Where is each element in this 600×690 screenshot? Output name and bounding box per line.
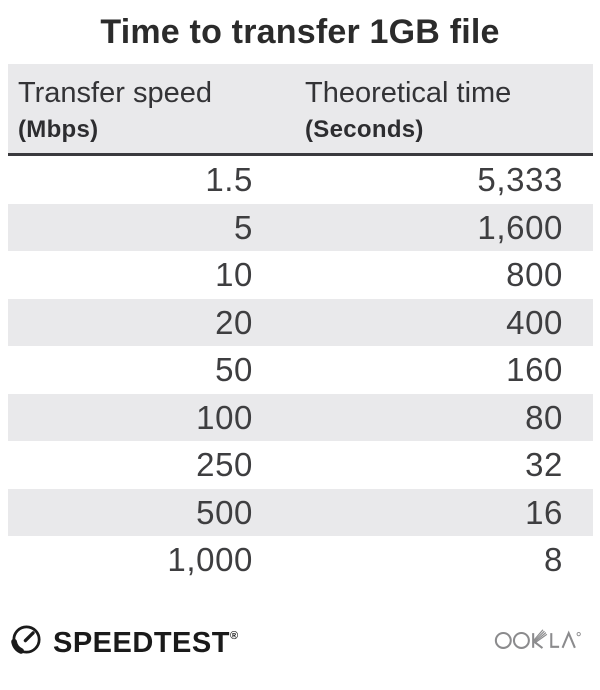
table-header-time: Theoretical time (Seconds) (283, 64, 593, 153)
time-value: 5,333 (477, 161, 563, 198)
speed-value: 20 (215, 303, 253, 341)
speed-value: 1.5 (205, 161, 253, 198)
page-title: Time to transfer 1GB file (100, 13, 500, 51)
time-value: 16 (525, 493, 563, 531)
table-row: 500 16 (8, 488, 593, 536)
time-value: 32 (525, 446, 563, 483)
time-value: 800 (506, 256, 563, 293)
speed-column-unit: (Mbps) (18, 116, 99, 143)
ookla-wordmark-icon (494, 626, 588, 652)
table-row: 250 32 (8, 441, 593, 489)
table-row: 1.5 5,333 (8, 156, 593, 204)
table-header-speed: Transfer speed (Mbps) (8, 64, 283, 153)
speed-value: 10 (215, 256, 253, 293)
speedtest-logo: SPEEDTEST® (10, 620, 239, 659)
time-value: 400 (506, 303, 563, 341)
table-header-row: Transfer speed (Mbps) Theoretical time (… (8, 64, 593, 156)
table-body: 1.5 5,333 5 1,600 10 800 20 400 50 160 1… (8, 156, 593, 584)
table-row: 1,000 8 (8, 536, 593, 584)
time-column-unit: (Seconds) (305, 116, 424, 143)
speed-value: 100 (196, 398, 253, 436)
time-value: 1,600 (477, 208, 563, 246)
speed-column-label: Transfer speed (18, 77, 212, 109)
ookla-logo (494, 626, 588, 652)
speed-value: 250 (196, 446, 253, 483)
table-row: 5 1,600 (8, 203, 593, 251)
table-row: 100 80 (8, 393, 593, 441)
registered-trademark-icon: ® (229, 629, 239, 642)
table-row: 50 160 (8, 346, 593, 394)
speed-value: 500 (196, 493, 253, 531)
time-value: 80 (525, 398, 563, 436)
footer: SPEEDTEST® (10, 620, 588, 659)
transfer-time-table: Transfer speed (Mbps) Theoretical time (… (8, 64, 593, 584)
speed-value: 50 (215, 351, 253, 388)
time-value: 160 (506, 351, 563, 388)
table-row: 10 800 (8, 251, 593, 299)
time-value: 8 (544, 541, 563, 578)
speed-value: 5 (234, 208, 253, 246)
table-row: 20 400 (8, 298, 593, 346)
speedtest-gauge-icon (10, 623, 43, 656)
speedtest-wordmark: SPEEDTEST® (53, 620, 239, 659)
speed-value: 1,000 (167, 541, 253, 578)
speedtest-label: SPEEDTEST (53, 626, 230, 659)
time-column-label: Theoretical time (305, 77, 512, 109)
